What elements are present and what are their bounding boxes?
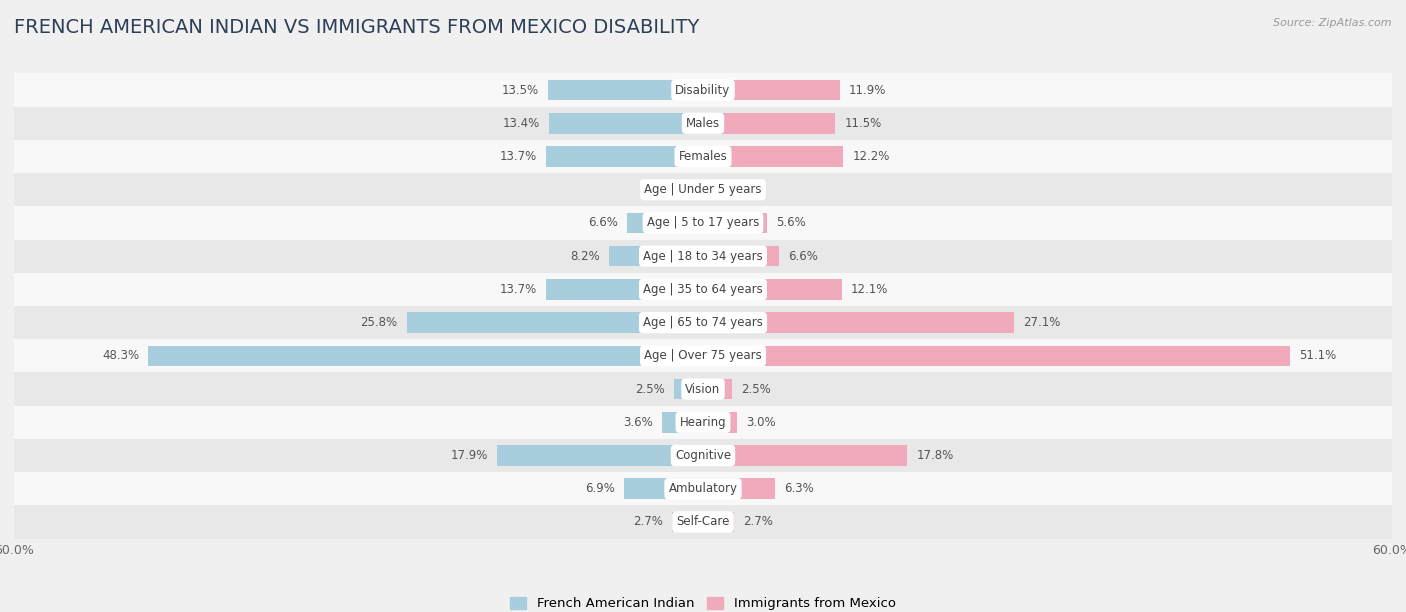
Text: Cognitive: Cognitive bbox=[675, 449, 731, 462]
Bar bbox=[548, 80, 703, 100]
Bar bbox=[14, 140, 1392, 173]
Bar bbox=[675, 379, 703, 400]
Text: 11.9%: 11.9% bbox=[849, 84, 886, 97]
Text: 6.6%: 6.6% bbox=[588, 217, 619, 230]
Text: 13.5%: 13.5% bbox=[502, 84, 538, 97]
Text: Ambulatory: Ambulatory bbox=[668, 482, 738, 495]
Bar bbox=[498, 445, 703, 466]
Text: FRENCH AMERICAN INDIAN VS IMMIGRANTS FROM MEXICO DISABILITY: FRENCH AMERICAN INDIAN VS IMMIGRANTS FRO… bbox=[14, 18, 699, 37]
Bar bbox=[627, 212, 703, 233]
Text: 6.6%: 6.6% bbox=[787, 250, 818, 263]
Bar bbox=[14, 306, 1392, 339]
Bar bbox=[624, 479, 703, 499]
Bar bbox=[546, 279, 703, 300]
Bar bbox=[662, 412, 703, 433]
Bar bbox=[703, 445, 907, 466]
Text: 17.8%: 17.8% bbox=[917, 449, 953, 462]
Text: 12.1%: 12.1% bbox=[851, 283, 889, 296]
Bar bbox=[550, 113, 703, 133]
Text: Age | Over 75 years: Age | Over 75 years bbox=[644, 349, 762, 362]
Text: 2.7%: 2.7% bbox=[744, 515, 773, 528]
Bar bbox=[14, 406, 1392, 439]
Text: 13.4%: 13.4% bbox=[503, 117, 540, 130]
Text: 2.7%: 2.7% bbox=[633, 515, 662, 528]
Bar bbox=[703, 379, 731, 400]
Text: 3.6%: 3.6% bbox=[623, 416, 652, 429]
Bar bbox=[703, 146, 844, 167]
Text: 8.2%: 8.2% bbox=[569, 250, 599, 263]
Text: Age | 18 to 34 years: Age | 18 to 34 years bbox=[643, 250, 763, 263]
Text: Hearing: Hearing bbox=[679, 416, 727, 429]
Text: Age | 35 to 64 years: Age | 35 to 64 years bbox=[643, 283, 763, 296]
Bar bbox=[149, 346, 703, 366]
Bar bbox=[14, 439, 1392, 472]
Text: 6.3%: 6.3% bbox=[785, 482, 814, 495]
Bar bbox=[703, 80, 839, 100]
Text: 5.6%: 5.6% bbox=[776, 217, 806, 230]
Bar bbox=[14, 73, 1392, 106]
Bar bbox=[609, 246, 703, 266]
Text: 2.5%: 2.5% bbox=[741, 382, 770, 395]
Text: 25.8%: 25.8% bbox=[360, 316, 398, 329]
Text: 6.9%: 6.9% bbox=[585, 482, 614, 495]
Bar bbox=[14, 373, 1392, 406]
Bar bbox=[14, 273, 1392, 306]
Text: Age | 65 to 74 years: Age | 65 to 74 years bbox=[643, 316, 763, 329]
Bar bbox=[703, 412, 738, 433]
Text: Age | 5 to 17 years: Age | 5 to 17 years bbox=[647, 217, 759, 230]
Bar bbox=[14, 239, 1392, 273]
Text: 17.9%: 17.9% bbox=[451, 449, 488, 462]
Text: Females: Females bbox=[679, 150, 727, 163]
Text: 12.2%: 12.2% bbox=[852, 150, 890, 163]
Bar bbox=[688, 179, 703, 200]
Text: Age | Under 5 years: Age | Under 5 years bbox=[644, 183, 762, 196]
Bar bbox=[14, 472, 1392, 506]
Bar bbox=[672, 512, 703, 532]
Text: 13.7%: 13.7% bbox=[499, 283, 537, 296]
Bar bbox=[703, 179, 717, 200]
Text: 11.5%: 11.5% bbox=[844, 117, 882, 130]
Bar bbox=[703, 312, 1014, 333]
Text: Self-Care: Self-Care bbox=[676, 515, 730, 528]
Bar bbox=[703, 512, 734, 532]
Text: 51.1%: 51.1% bbox=[1299, 349, 1336, 362]
Bar bbox=[14, 206, 1392, 239]
Text: Vision: Vision bbox=[685, 382, 721, 395]
Bar bbox=[703, 346, 1289, 366]
Text: 2.5%: 2.5% bbox=[636, 382, 665, 395]
Bar bbox=[14, 173, 1392, 206]
Bar bbox=[14, 506, 1392, 539]
Text: Males: Males bbox=[686, 117, 720, 130]
Text: 1.3%: 1.3% bbox=[650, 183, 679, 196]
Bar bbox=[703, 212, 768, 233]
Bar bbox=[703, 479, 775, 499]
Text: Disability: Disability bbox=[675, 84, 731, 97]
Bar bbox=[14, 339, 1392, 373]
Bar bbox=[14, 106, 1392, 140]
Bar bbox=[703, 113, 835, 133]
Text: 48.3%: 48.3% bbox=[103, 349, 139, 362]
Text: 1.2%: 1.2% bbox=[725, 183, 756, 196]
Bar bbox=[703, 246, 779, 266]
Bar bbox=[406, 312, 703, 333]
Text: 27.1%: 27.1% bbox=[1024, 316, 1060, 329]
Legend: French American Indian, Immigrants from Mexico: French American Indian, Immigrants from … bbox=[505, 592, 901, 612]
Text: 3.0%: 3.0% bbox=[747, 416, 776, 429]
Text: 13.7%: 13.7% bbox=[499, 150, 537, 163]
Bar bbox=[703, 279, 842, 300]
Bar bbox=[546, 146, 703, 167]
Text: Source: ZipAtlas.com: Source: ZipAtlas.com bbox=[1274, 18, 1392, 28]
